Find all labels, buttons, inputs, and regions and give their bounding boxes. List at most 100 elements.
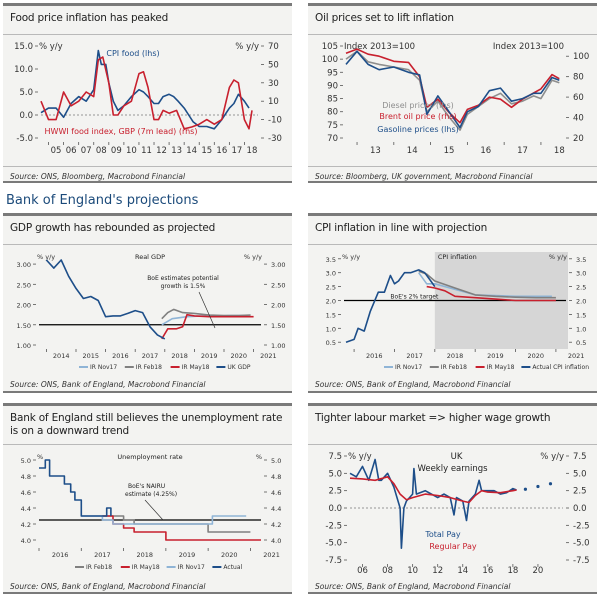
y-axis-label-left: % y/y — [348, 452, 372, 462]
x-tick-label: 2019 — [179, 551, 196, 559]
x-tick-label: 2016 — [112, 352, 129, 360]
y-tick-right: 3.0 — [576, 270, 586, 278]
y-tick-right: 50 — [268, 60, 279, 70]
y-tick-left: 4.2 — [21, 521, 31, 529]
panel-unemployment: Bank of England still believes the unemp… — [3, 403, 292, 594]
y-tick-right: 0.5 — [576, 339, 586, 347]
x-tick-label: 15 — [444, 146, 455, 156]
legend-item: Actual — [223, 564, 242, 571]
y-tick-left: 0.0 — [19, 111, 33, 121]
x-tick-label: 06 — [66, 146, 77, 156]
y-tick-left: 5.0 — [19, 88, 33, 98]
annotation-text: BoE's NAIRU — [128, 483, 165, 490]
x-tick-label: 12 — [156, 146, 167, 156]
y-tick-left: 4.4 — [21, 505, 31, 513]
x-tick-label: 18 — [247, 146, 258, 156]
x-tick-label: 13 — [370, 146, 381, 156]
y-tick-left: 1.5 — [326, 311, 336, 319]
legend-item: IR Feb18 — [136, 364, 162, 371]
series-label-gasoline: Gasoline prices (lhs) — [377, 125, 458, 134]
x-tick-label: 16 — [480, 146, 491, 156]
y-tick-right: 2.0 — [576, 298, 586, 306]
y-axis-label-right: % — [256, 453, 262, 461]
series-label-cpi-food: CPI food (lhs) — [106, 49, 159, 58]
y-tick-right: 4.8 — [271, 473, 281, 481]
legend-item: Actual CPI inflation — [532, 364, 589, 371]
divider — [308, 444, 597, 445]
y-tick-left: 2.5 — [326, 284, 336, 292]
chart-cpi: 3.5 3.0 2.5 2.0 1.5 1.0 0.5 3.5 3.0 2.5 2.0 1.5 1.0 0… — [326, 252, 589, 371]
x-tick-label: 2020 — [221, 551, 238, 559]
x-tick-label: 10 — [126, 146, 137, 156]
y-tick-right: 40 — [573, 114, 584, 124]
source-wages: Source: ONS, Bank of England, Macrobond … — [315, 582, 511, 591]
series-line-actual — [39, 459, 112, 517]
x-tick-label: 2015 — [83, 352, 100, 360]
x-tick-label: 2017 — [406, 352, 423, 360]
y-tick-right: 20 — [573, 134, 584, 144]
x-tick-label: 2017 — [142, 352, 159, 360]
series-line-regular-pay — [349, 476, 517, 504]
y-tick-right: 5.0 — [271, 457, 281, 465]
y-tick-left: -7.5 — [325, 556, 342, 566]
y-tick-left: 1.50 — [17, 322, 31, 330]
panel-wages: Tighter labour market => higher wage gro… — [308, 403, 597, 594]
y-tick-right: -5.0 — [573, 539, 590, 549]
y-tick-right: 4.2 — [271, 521, 281, 529]
x-tick-label: 06 — [357, 566, 368, 576]
y-axis-label-right: % y/y — [549, 253, 567, 261]
y-tick-right: -2.5 — [573, 521, 590, 531]
y-tick-left: 100 — [322, 55, 338, 65]
legend-item: IR May18 — [182, 364, 210, 371]
y-tick-left: 0.5 — [326, 339, 336, 347]
inner-subtitle: Weekly earnings — [417, 464, 488, 474]
series-line-diesel-prices-lhs- — [345, 50, 560, 131]
x-tick-label: 17 — [517, 146, 528, 156]
y-tick-left: 85 — [327, 95, 338, 105]
legend-item: IR May18 — [487, 364, 515, 371]
divider — [3, 444, 292, 445]
x-tick-label: 2021 — [568, 352, 585, 360]
annotation-text: growth is 1.5% — [161, 283, 206, 290]
y-axis-label-right: % y/y — [540, 452, 564, 462]
section-heading: Bank of England's projections — [6, 193, 199, 208]
inner-title: UK — [451, 452, 463, 462]
y-tick-left: 3.0 — [326, 270, 336, 278]
x-tick-label: 2018 — [447, 352, 464, 360]
divider — [3, 34, 292, 35]
y-tick-right: 2.50 — [271, 281, 285, 289]
x-tick-label: 10 — [407, 566, 418, 576]
y-tick-left: 90 — [327, 81, 338, 91]
y-tick-right: 2.00 — [271, 302, 285, 310]
y-tick-right: 4.6 — [271, 489, 281, 497]
source-food: Source: ONS, Bloomberg, Macrobond Financ… — [10, 172, 186, 181]
x-tick-label: 2014 — [53, 352, 70, 360]
chart-title-unemployment: Bank of England still believes the unemp… — [10, 412, 283, 437]
x-tick-label: 08 — [382, 566, 393, 576]
y-tick-left: 5.0 — [328, 469, 342, 479]
series-line-uk-gdp — [45, 259, 166, 340]
y-tick-left: 2.50 — [17, 281, 31, 289]
legend-item: IR Feb18 — [441, 364, 467, 371]
series-line-gasoline-prices-lhs- — [345, 50, 560, 129]
y-tick-left: 2.00 — [17, 302, 31, 310]
panel-cpi: CPI inflation in line with projection 3.… — [308, 213, 597, 393]
chart-oil: 105 100 95 90 85 80 75 70 100 80 60 40 20 Index 2013=… — [322, 42, 589, 156]
legend-item: IR Nov17 — [395, 364, 422, 371]
y-axis-label-left: % y/y — [39, 42, 63, 52]
y-tick-right: 5.0 — [573, 469, 587, 479]
annotation-text: estimate (4.25%) — [125, 491, 177, 498]
x-tick-label: 17 — [231, 146, 242, 156]
y-tick-right: 7.5 — [573, 452, 587, 462]
y-tick-left: 70 — [327, 134, 338, 144]
series-line-actual-cpi-inflation — [345, 269, 436, 343]
x-tick-label: 09 — [111, 146, 122, 156]
series-label-brent: Brent oil price (rhs) — [379, 112, 456, 121]
y-tick-right: 100 — [573, 52, 589, 62]
forecast-point — [548, 482, 553, 486]
y-tick-right: 70 — [268, 42, 279, 52]
x-tick-label: 18 — [507, 566, 518, 576]
y-axis-label-right: % y/y — [244, 253, 262, 261]
y-tick-right: 4.0 — [271, 537, 281, 545]
y-tick-right: 3.00 — [271, 261, 285, 269]
